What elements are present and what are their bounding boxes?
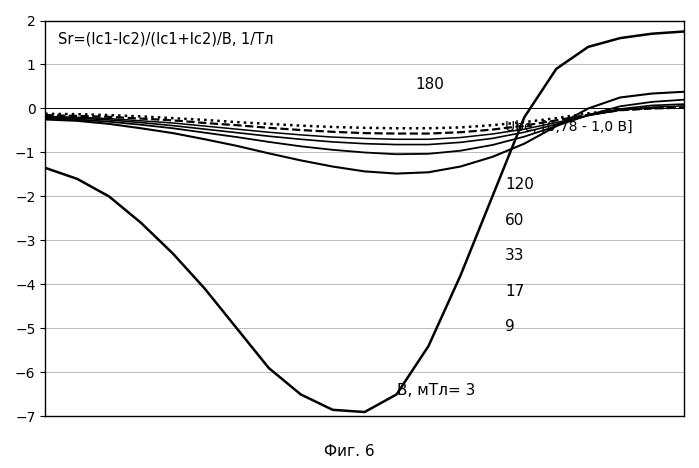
Text: 17: 17 bbox=[505, 284, 524, 299]
Text: 33: 33 bbox=[505, 249, 525, 263]
Text: 60: 60 bbox=[505, 213, 524, 228]
Text: 180: 180 bbox=[416, 77, 445, 92]
Text: Ube, [0,78 - 1,0 В]: Ube, [0,78 - 1,0 В] bbox=[505, 120, 633, 134]
Text: В, мТл= 3: В, мТл= 3 bbox=[396, 382, 475, 397]
Text: Фиг. 6: Фиг. 6 bbox=[324, 444, 375, 459]
Text: 120: 120 bbox=[505, 176, 534, 192]
Text: Sr=(Ic1-Ic2)/(Ic1+Ic2)/B, 1/Тл: Sr=(Ic1-Ic2)/(Ic1+Ic2)/B, 1/Тл bbox=[58, 31, 273, 46]
Text: 9: 9 bbox=[505, 319, 515, 334]
